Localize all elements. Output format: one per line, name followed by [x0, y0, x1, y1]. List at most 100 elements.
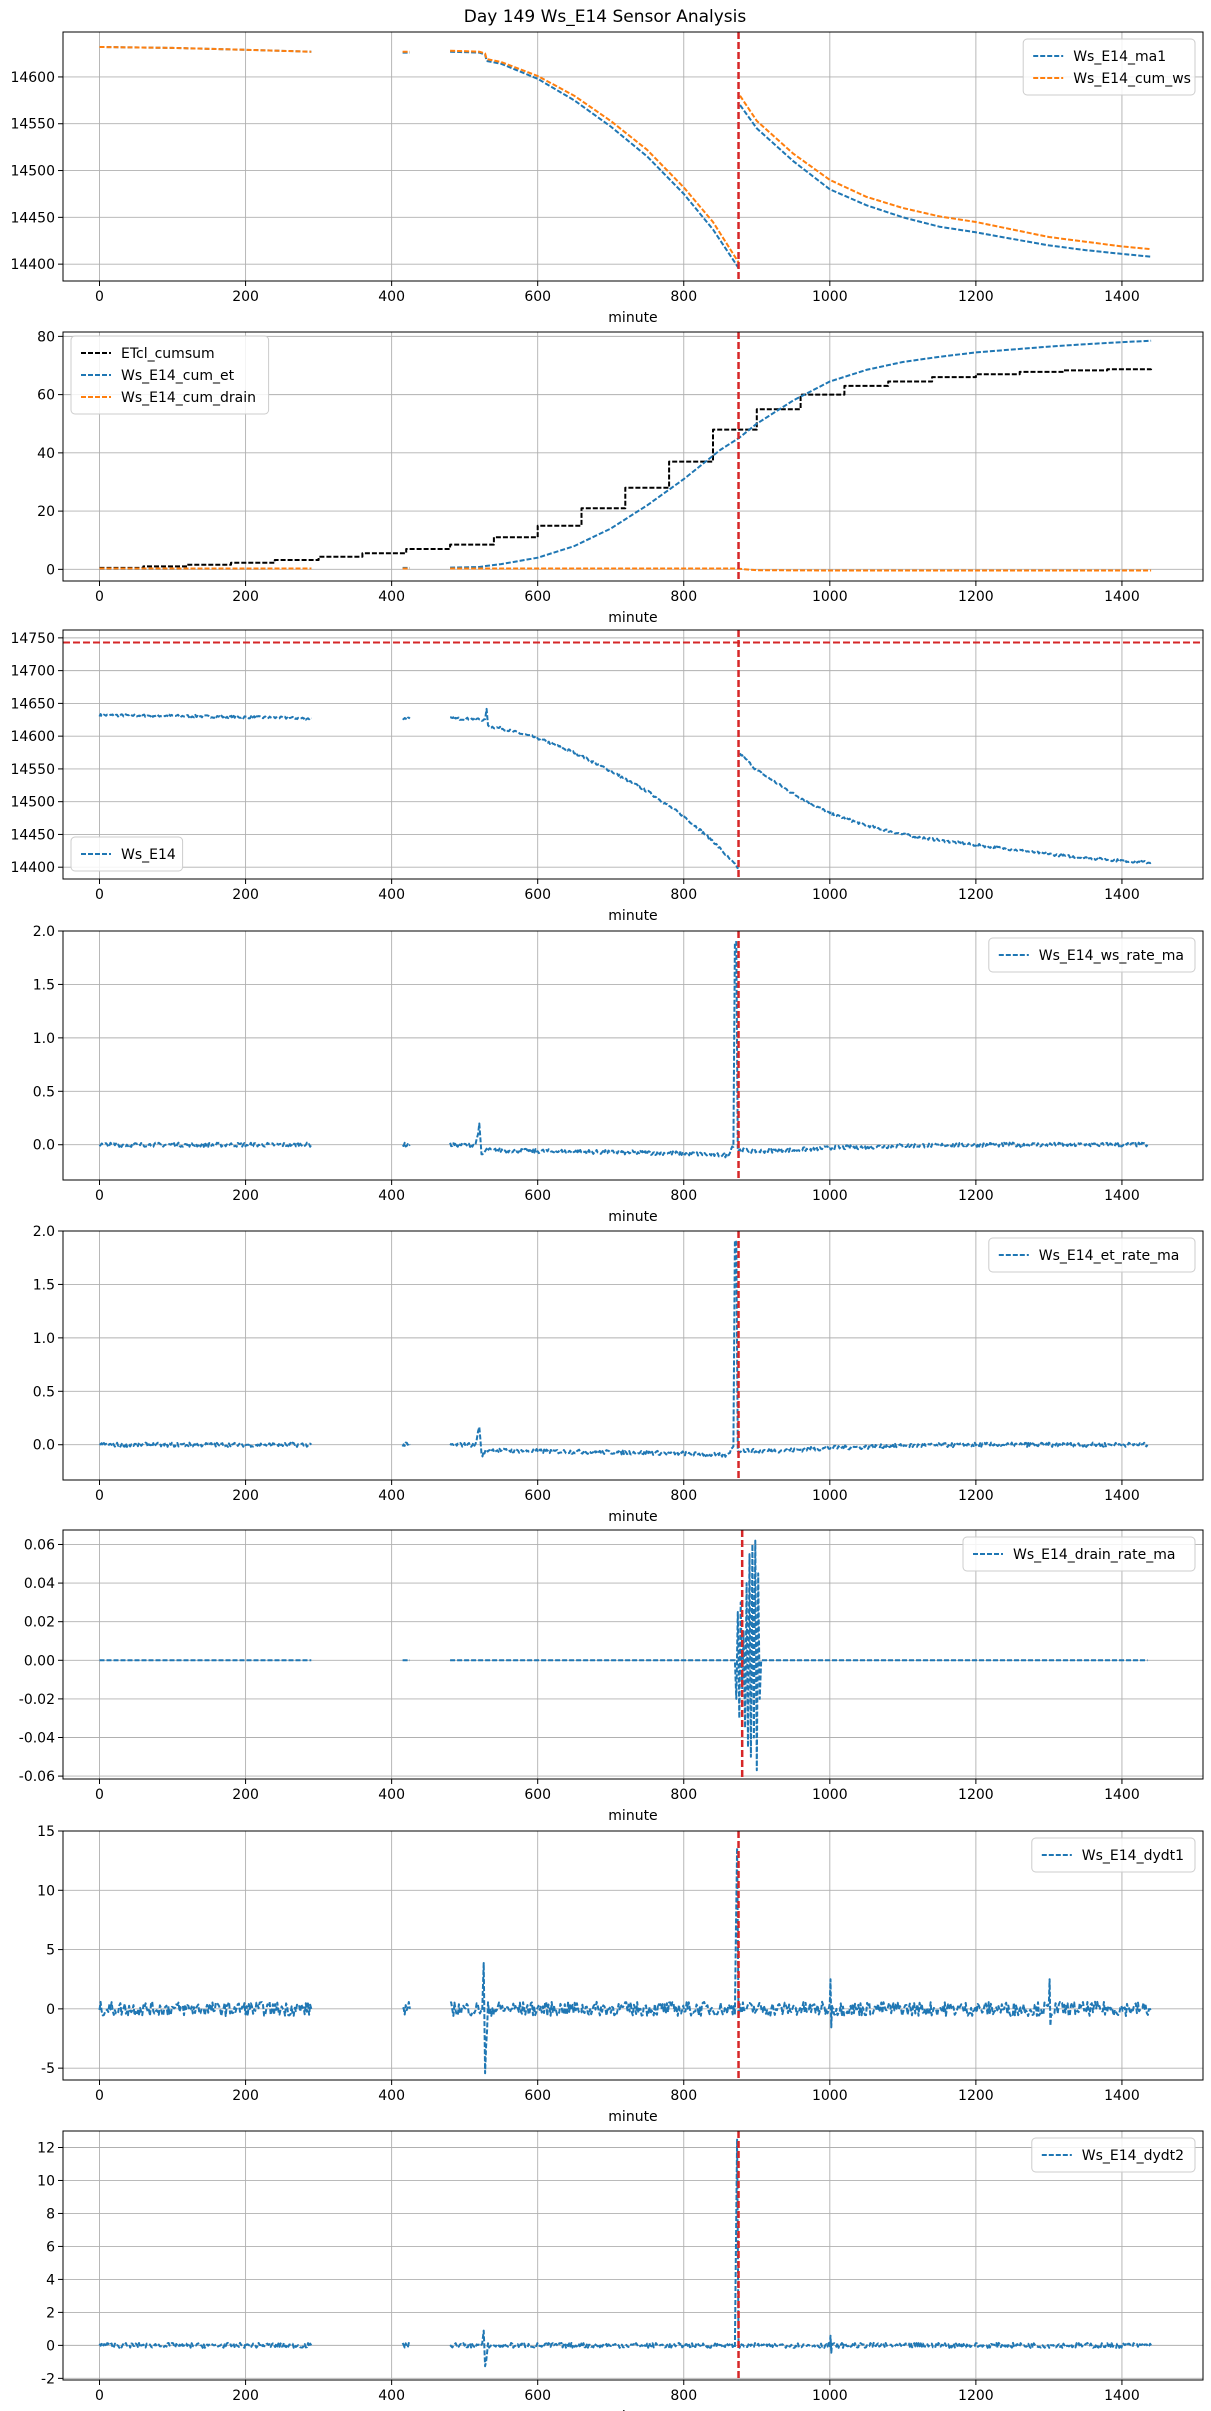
y-tick-label: 0.02 [24, 1615, 55, 1631]
y-tick-label: 10 [37, 1883, 55, 1899]
x-axis-label: minute [608, 908, 657, 924]
series-Ws_E14_cum_ws [99, 46, 1152, 263]
chart-panel-2: 0 200 400 600 800 1000 1200 1400 0 20 40 60 80 minute… [37, 329, 1204, 626]
x-tick-label: 0 [95, 289, 104, 305]
series-ETcl_cumsum [99, 368, 1153, 569]
y-tick-label: -2 [41, 2371, 55, 2387]
plot-area [98, 931, 1149, 1180]
x-tick-label: 1400 [1104, 1188, 1140, 1204]
y-tick-label: -5 [41, 2061, 55, 2077]
x-tick-label: 0 [95, 2388, 104, 2404]
y-tick-label: 14750 [10, 631, 55, 647]
x-tick-label: 800 [670, 1488, 697, 1504]
x-tick-label: 200 [232, 2388, 259, 2404]
legend: Ws_E14_dydt1 [1031, 1837, 1196, 1873]
y-tick-label: 80 [37, 329, 55, 345]
series-line [450, 567, 1152, 572]
legend-box [988, 1237, 1196, 1273]
x-axis-label: minute [608, 2409, 657, 2411]
x-tick-label: 200 [232, 887, 259, 903]
axes-frame [62, 2130, 1204, 2381]
x-tick-label: 1400 [1104, 2088, 1140, 2104]
series-Ws_E14_cum_drain [99, 567, 1152, 572]
y-tick-label: 15 [37, 1824, 55, 1840]
legend-label: Ws_E14_dydt1 [1082, 1848, 1184, 1864]
legend-box [70, 335, 270, 415]
x-tick-label: 800 [670, 1787, 697, 1803]
x-tick-label: 400 [378, 1188, 405, 1204]
y-tick-label: 14400 [10, 860, 55, 876]
series-line [739, 104, 1152, 258]
legend-label: Ws_E14_ws_rate_ma [1039, 948, 1184, 964]
legend-box [1031, 1837, 1196, 1873]
chart-panel-6: 0 200 400 600 800 1000 1200 1400 -0.06 -0.04 -0.02… [19, 1529, 1204, 1824]
y-tick-label: 14450 [10, 210, 55, 226]
y-tick-label: -0.06 [19, 1769, 55, 1785]
legend-label: Ws_E14 [121, 847, 176, 863]
x-tick-label: 0 [95, 887, 104, 903]
x-tick-label: 600 [524, 2388, 551, 2404]
x-tick-label: 400 [378, 289, 405, 305]
y-tick-label: 0 [46, 2338, 55, 2354]
x-tick-label: 200 [232, 2088, 259, 2104]
y-tick-label: 5 [46, 1943, 55, 1959]
series-Ws_E14_drain_rate_ma [99, 1539, 1148, 1772]
y-tick-label: -0.04 [19, 1731, 55, 1747]
x-tick-label: 1200 [958, 2388, 994, 2404]
x-tick-label: 1400 [1104, 1787, 1140, 1803]
y-tick-label: 60 [37, 388, 55, 404]
x-axis-label: minute [608, 1509, 657, 1525]
series-Ws_E14_dydt2 [98, 2138, 1152, 2368]
y-tick-label: 14550 [10, 117, 55, 133]
series-Ws_E14_ws_rate_ma [98, 941, 1149, 1159]
x-tick-label: 1200 [958, 1787, 994, 1803]
series-line [98, 2000, 313, 2017]
x-axis-label: minute [608, 610, 657, 626]
legend: Ws_E14_ws_rate_ma [988, 937, 1196, 973]
legend: Ws_E14 [70, 836, 184, 872]
x-tick-label: 400 [378, 2388, 405, 2404]
legend: ETcl_cumsum Ws_E14_cum_et Ws_E14_cum_drain [70, 335, 270, 415]
y-tick-label: 20 [37, 504, 55, 520]
series-line [449, 1239, 1149, 1458]
y-tick-label: 0.5 [33, 1084, 55, 1100]
series-line [99, 46, 312, 53]
x-tick-label: 1000 [812, 289, 848, 305]
x-tick-label: 0 [95, 589, 104, 605]
plot-area [99, 332, 1153, 581]
legend-label: Ws_E14_et_rate_ma [1039, 1248, 1180, 1264]
x-tick-label: 1000 [812, 1787, 848, 1803]
legend: Ws_E14_et_rate_ma [988, 1237, 1196, 1273]
chart-panel-5: 0 200 400 600 800 1000 1200 1400 0.0 0.5 1.0 1.5 2.0… [33, 1224, 1204, 1525]
x-tick-label: 1200 [958, 1488, 994, 1504]
plot-area [99, 32, 1152, 281]
x-tick-label: 1400 [1104, 289, 1140, 305]
plot-area [63, 630, 1203, 879]
y-tick-label: 14600 [10, 729, 55, 745]
legend-box [988, 937, 1196, 973]
x-axis-label: minute [608, 2109, 657, 2125]
plot-area [98, 2131, 1152, 2380]
figure-title: Day 149 Ws_E14 Sensor Analysis [464, 7, 747, 27]
axes-frame [62, 1230, 1204, 1481]
y-tick-label: 0.00 [24, 1653, 55, 1669]
x-axis-label: minute [608, 310, 657, 326]
plot-area [98, 1231, 1149, 1480]
y-tick-label: 14600 [10, 70, 55, 86]
y-tick-label: 1.5 [33, 977, 55, 993]
x-tick-label: 1000 [812, 589, 848, 605]
y-tick-label: 14550 [10, 762, 55, 778]
x-tick-label: 400 [378, 1787, 405, 1803]
x-tick-label: 400 [378, 887, 405, 903]
chart-panel-4: 0 200 400 600 800 1000 1200 1400 0.0 0.5 1.0 1.5 2.0… [33, 924, 1204, 1225]
x-tick-label: 1000 [812, 2388, 848, 2404]
legend: Ws_E14_drain_rate_ma [962, 1536, 1196, 1572]
legend: Ws_E14_ma1 Ws_E14_cum_ws [1022, 38, 1196, 96]
y-tick-label: 14450 [10, 827, 55, 843]
chart-panel-7: 0 200 400 600 800 1000 1200 1400 -5 0 5 10 15 minute W… [37, 1824, 1204, 2125]
series-line [450, 1539, 1148, 1772]
legend-label: Ws_E14_cum_ws [1073, 71, 1191, 87]
x-tick-label: 800 [670, 2388, 697, 2404]
x-tick-label: 1400 [1104, 2388, 1140, 2404]
y-tick-label: 12 [37, 2140, 55, 2156]
